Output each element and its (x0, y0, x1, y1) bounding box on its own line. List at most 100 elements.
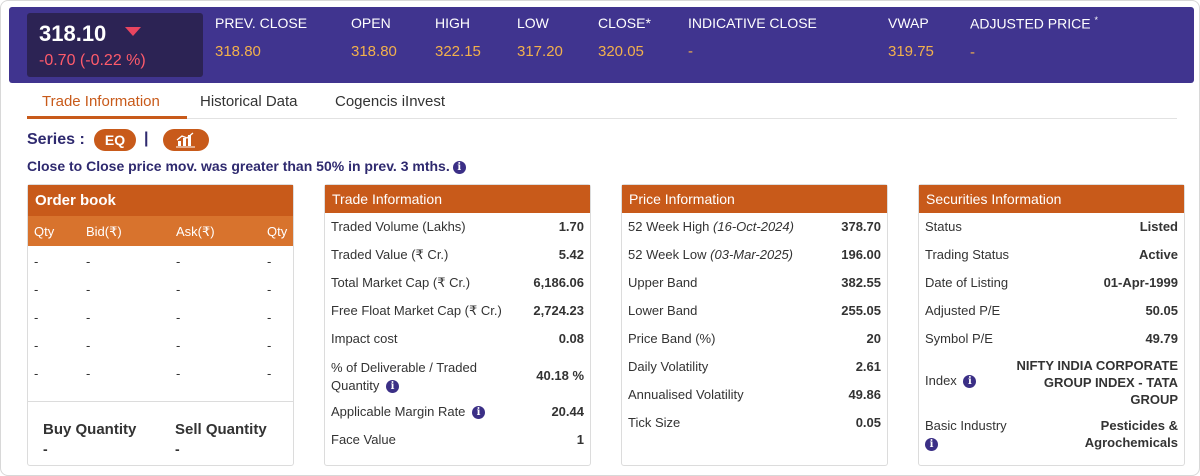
info-row: Face Value 1 (325, 426, 590, 454)
info-value: 49.79 (1145, 331, 1178, 346)
quote-bar: 318.10 -0.70 (-0.22 %) PREV. CLOSE 318.8… (9, 7, 1194, 83)
info-icon[interactable]: i (963, 375, 977, 389)
info-value: 01-Apr-1999 (1103, 275, 1178, 290)
cell: - (86, 282, 91, 297)
tab-bar: Trade Information Historical Data Cogenc… (27, 89, 1177, 119)
cell: - (34, 282, 39, 297)
info-label: Annualised Volatility (628, 387, 744, 402)
index-value-line: GROUP INDEX - TATA (1043, 375, 1178, 390)
info-value: 2.61 (855, 359, 881, 374)
info-value: 378.70 (841, 219, 881, 234)
info-label: Face Value (331, 432, 396, 447)
info-row: Upper Band 382.55 (622, 269, 887, 297)
quote-label: HIGH (435, 15, 470, 31)
quote-indicative-close: INDICATIVE CLOSE - (688, 15, 817, 60)
info-label: Traded Value (₹ Cr.) (331, 247, 449, 262)
quote-label: LOW (517, 15, 549, 31)
info-row: Symbol P/E 49.79 (919, 325, 1184, 353)
quote-value: 322.15 (435, 43, 481, 60)
info-label: Status (925, 219, 962, 234)
info-icon[interactable]: i (472, 406, 486, 420)
bar-chart-icon (176, 132, 195, 148)
ltp-box: 318.10 -0.70 (-0.22 %) (27, 13, 203, 77)
table-row: - - - - (28, 302, 293, 330)
cell: - (267, 338, 272, 353)
info-label: Daily Volatility (628, 359, 709, 374)
info-value: 50.05 (1145, 303, 1178, 318)
cell: - (34, 338, 39, 353)
index-value-line: NIFTY INDIA CORPORATE (1016, 358, 1178, 373)
panel-title: Trade Information (325, 185, 590, 213)
quote-adjusted-price: ADJUSTED PRICE * - (970, 15, 1098, 61)
info-icon[interactable]: i (925, 438, 938, 452)
info-value: 2,724.23 (533, 303, 584, 318)
cell: - (86, 366, 91, 381)
info-value: Active (1138, 247, 1178, 262)
index-value-line: GROUP (1130, 392, 1178, 407)
tab-trade-information[interactable]: Trade Information (42, 93, 160, 110)
quote-label: CLOSE* (598, 15, 651, 31)
quote-label: PREV. CLOSE (215, 15, 308, 31)
quote-close: CLOSE* 320.05 (598, 15, 651, 60)
info-value: 255.05 (841, 303, 881, 318)
info-row: Status Listed (919, 213, 1184, 241)
info-label: Upper Band (628, 275, 698, 290)
info-label: 52 Week High (628, 219, 710, 234)
info-icon[interactable]: i (386, 380, 400, 394)
col-bid: Bid(₹) (86, 224, 122, 239)
index-label: Index (925, 373, 957, 388)
table-row: - - - - (28, 358, 293, 386)
info-label: Symbol P/E (925, 331, 993, 346)
triangle-down-icon (125, 27, 141, 36)
info-label: Price Band (%) (628, 331, 716, 346)
order-book-header: Qty Bid(₹) Ask(₹) Qty (28, 216, 293, 246)
info-row: Trading Status Active (919, 241, 1184, 269)
info-label: Lower Band (628, 303, 698, 318)
info-label: Applicable Margin Rate (331, 404, 466, 419)
quote-value: 317.20 (517, 43, 563, 60)
info-row: Lower Band 255.05 (622, 297, 887, 325)
securities-information-panel: Securities Information Status Listed Trad… (918, 184, 1185, 466)
buy-quantity-label: Buy Quantity (43, 421, 137, 438)
chart-button[interactable] (163, 129, 209, 151)
info-icon[interactable]: i (452, 160, 466, 174)
cell: - (176, 282, 181, 297)
info-row: Date of Listing 01-Apr-1999 (919, 269, 1184, 297)
tab-historical-data[interactable]: Historical Data (200, 93, 298, 110)
panel-title: Price Information (622, 185, 887, 213)
cell: - (34, 254, 39, 269)
info-value: 382.55 (841, 275, 881, 290)
info-value: 0.08 (558, 331, 584, 346)
info-value: 1 (576, 432, 584, 447)
info-row: Adjusted P/E 50.05 (919, 297, 1184, 325)
info-row: Applicable Margin Rate i 20.44 (325, 398, 590, 426)
info-label: Adjusted P/E (925, 303, 1001, 318)
alert-message: Close to Close price mov. was greater th… (27, 158, 450, 174)
info-row: Traded Volume (Lakhs) 1.70 (325, 213, 590, 241)
info-row: Tick Size 0.05 (622, 409, 887, 437)
tab-cogencis-iinvest[interactable]: Cogencis iInvest (335, 93, 446, 110)
quote-label: ADJUSTED PRICE (970, 15, 1091, 32)
quote-prev-close: PREV. CLOSE 318.80 (215, 15, 307, 60)
info-row: Price Band (%) 20 (622, 325, 887, 353)
cell: - (34, 366, 39, 381)
trade-information-panel: Trade Information Traded Volume (Lakhs) 1… (324, 184, 591, 466)
active-tab-indicator (27, 116, 187, 119)
info-label: Impact cost (331, 331, 398, 346)
price-information-panel: Price Information 52 Week High (16-Oct-2… (621, 184, 888, 466)
quote-label: INDICATIVE CLOSE (688, 15, 817, 31)
series-separator: | (144, 130, 149, 147)
quote-low: LOW 317.20 (517, 15, 563, 60)
info-value: 20 (866, 331, 881, 346)
buy-quantity-value: - (43, 441, 48, 457)
series-label: Series : (27, 131, 85, 148)
info-row: 52 Week Low (03-Mar-2025) 196.00 (622, 241, 887, 269)
sell-quantity-label: Sell Quantity (175, 421, 267, 438)
basic-industry-label: Basic Industry (925, 418, 1007, 433)
panel-title: Securities Information (919, 185, 1184, 213)
series-eq-button[interactable]: EQ (94, 129, 136, 151)
info-value: 5.42 (558, 247, 584, 262)
info-value: 6,186.06 (533, 275, 584, 290)
order-book-panel: Order book Qty Bid(₹) Ask(₹) Qty - - - -… (27, 184, 294, 466)
